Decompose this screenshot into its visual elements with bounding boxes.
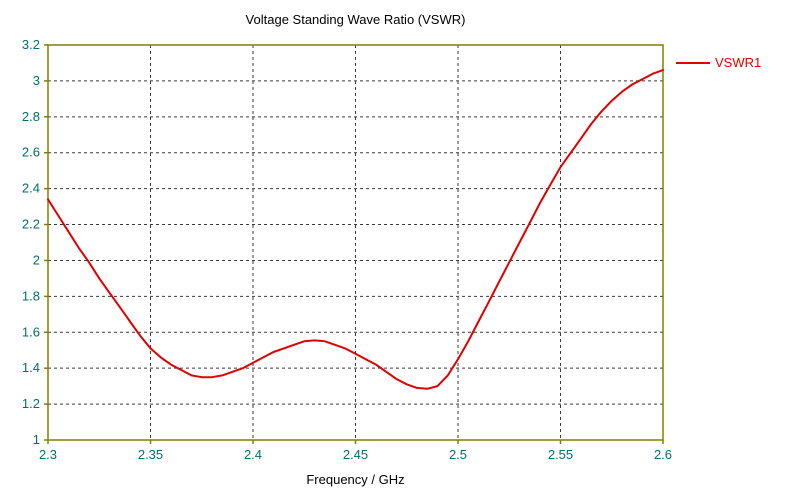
legend-label-vswr1: VSWR1 [715, 55, 762, 70]
y-tick-label: 1.4 [22, 360, 40, 375]
y-tick-label: 3.2 [22, 37, 40, 52]
x-tick-label: 2.5 [449, 447, 467, 462]
y-tick-label: 3 [33, 73, 40, 88]
x-tick-label: 2.3 [39, 447, 57, 462]
vswr-curve [47, 69, 664, 390]
y-tick-label: 2 [33, 252, 40, 267]
legend-line-sample [676, 61, 710, 64]
y-tick-label: 2.4 [22, 181, 40, 196]
y-tick-label: 2.6 [22, 145, 40, 160]
x-tick-label: 2.35 [138, 447, 163, 462]
legend: VSWR1 [676, 55, 761, 70]
y-tick-label: 1.6 [22, 324, 40, 339]
y-tick-label: 1.2 [22, 396, 40, 411]
x-tick-label: 2.6 [654, 447, 672, 462]
y-tick-label: 2.2 [22, 217, 40, 232]
x-tick-label: 2.45 [343, 447, 368, 462]
y-tick-label: 1 [33, 432, 40, 447]
y-tick-label: 2.8 [22, 109, 40, 124]
chart-title: Voltage Standing Wave Ratio (VSWR) [245, 12, 466, 27]
x-axis-label: Frequency / GHz [306, 472, 405, 487]
x-tick-label: 2.55 [548, 447, 573, 462]
plot-frame [47, 44, 664, 441]
x-tick-label: 2.4 [244, 447, 262, 462]
y-tick-label: 1.8 [22, 288, 40, 303]
